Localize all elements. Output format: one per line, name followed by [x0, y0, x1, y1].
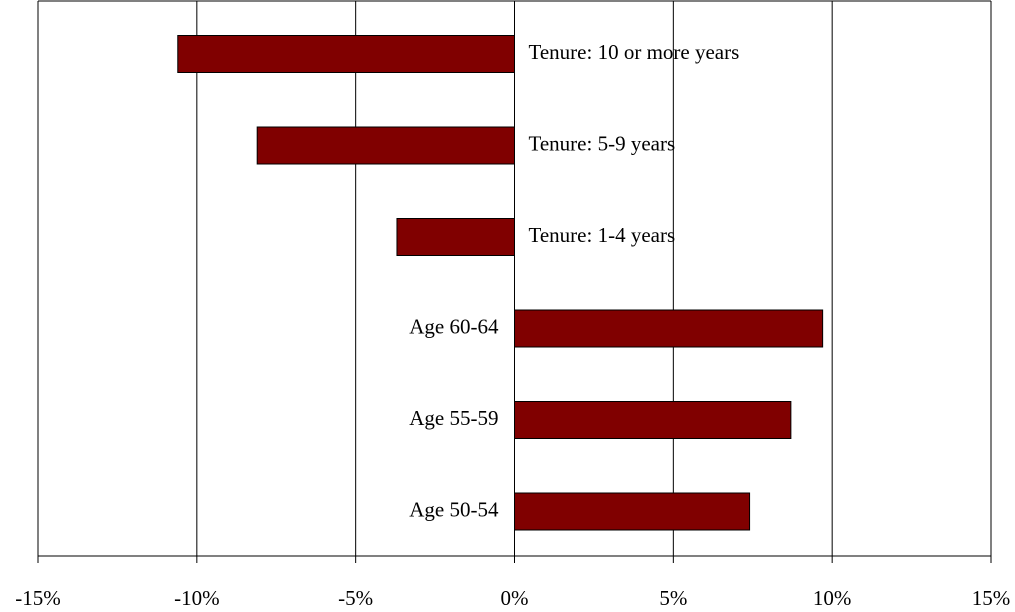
bar [514, 492, 751, 531]
bar [514, 401, 792, 439]
x-tick-label: 15% [972, 586, 1011, 610]
x-tick-label: -15% [15, 586, 61, 610]
bar-label: Tenure: 10 or more years [529, 40, 740, 64]
bar [396, 218, 516, 256]
bar-label: Age 55-59 [409, 406, 498, 430]
bar-label: Age 60-64 [409, 314, 499, 338]
x-tick-label: -5% [338, 586, 373, 610]
bar [514, 309, 824, 348]
x-tick-label: 5% [659, 586, 687, 610]
bar-label: Tenure: 5-9 years [529, 131, 676, 155]
bar [256, 126, 515, 165]
x-tick-label: 10% [813, 586, 852, 610]
x-tick-label: 0% [501, 586, 529, 610]
bar-label: Age 50-54 [409, 497, 499, 521]
bar-label: Tenure: 1-4 years [529, 223, 676, 247]
x-tick-label: -10% [174, 586, 220, 610]
bar [177, 35, 515, 73]
